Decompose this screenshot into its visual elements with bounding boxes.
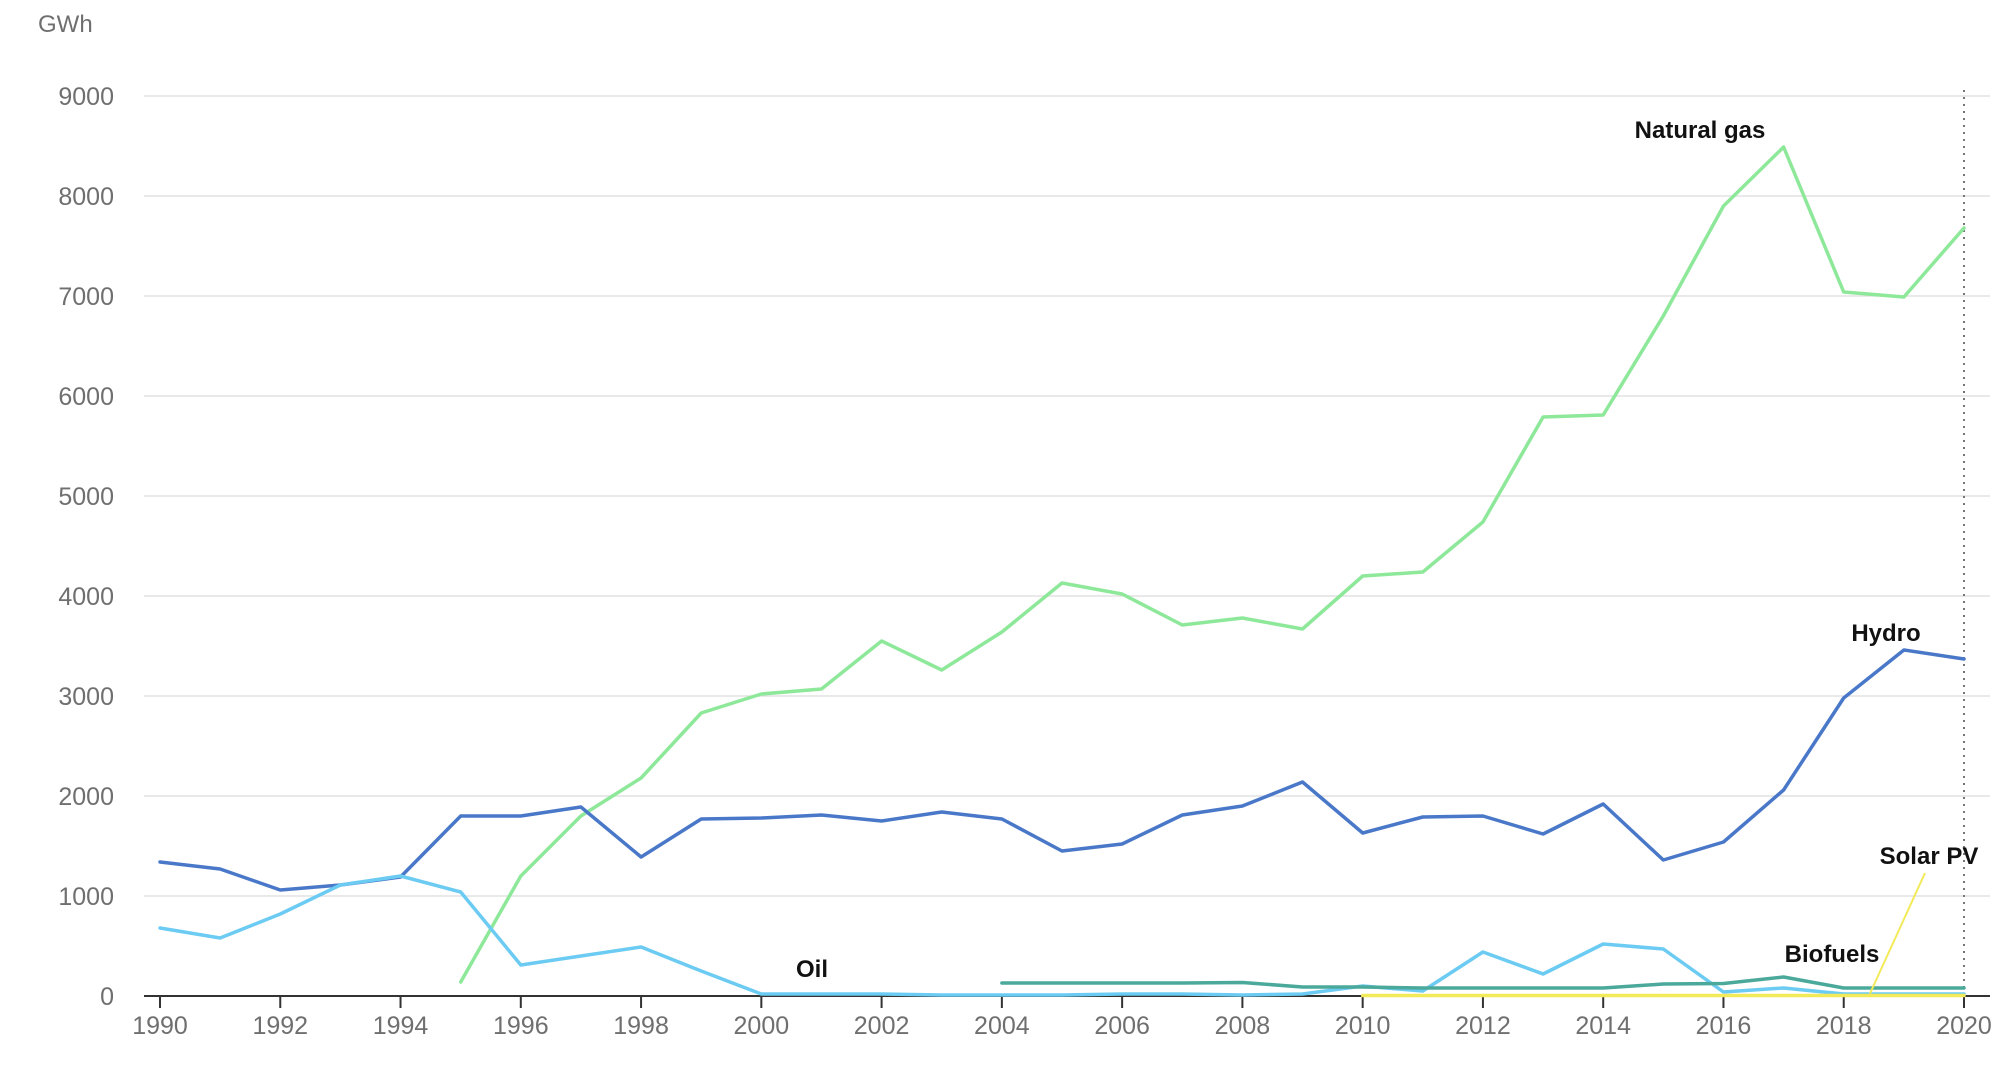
series-line-biofuels [1000,975,1966,990]
y-tick-label-8000: 8000 [58,183,114,211]
y-tick-label-7000: 7000 [58,283,114,311]
solar-pv-leader-line [1869,872,1926,994]
series-labels: Natural gas Hydro Oil Biofuels Solar PV [796,117,1978,994]
x-tick-label-2020: 2020 [1936,1012,1992,1040]
x-tick-label-2002: 2002 [854,1012,910,1040]
y-unit-label: GWh [38,11,93,38]
y-tick-label-9000: 9000 [58,83,114,111]
series-label-biofuels: Biofuels [1785,941,1880,968]
y-tick-label-5000: 5000 [58,483,114,511]
y-tick-label-6000: 6000 [58,383,114,411]
series-line-hydro [158,648,1966,892]
x-tick-label-2014: 2014 [1575,1012,1631,1040]
y-tick-label-2000: 2000 [58,783,114,811]
y-tick-label-4000: 4000 [58,583,114,611]
x-tick-label-2018: 2018 [1816,1012,1872,1040]
x-tick-label-2006: 2006 [1094,1012,1150,1040]
series-label-solar-pv: Solar PV [1880,843,1979,870]
x-tick-label-2000: 2000 [734,1012,790,1040]
x-tick-label-2004: 2004 [974,1012,1030,1040]
y-tick-label-3000: 3000 [58,683,114,711]
series-label-hydro: Hydro [1851,620,1920,647]
series-line-natural-gas [458,145,1966,984]
x-tick-label-2008: 2008 [1215,1012,1271,1040]
series-label-natural-gas: Natural gas [1635,117,1766,144]
gridlines [144,95,1990,897]
y-tick-label-1000: 1000 [58,883,114,911]
x-tick-label-2012: 2012 [1455,1012,1511,1040]
x-tick-label-1990: 1990 [132,1012,188,1040]
x-tick-label-1994: 1994 [373,1012,429,1040]
x-tick-label-1996: 1996 [493,1012,549,1040]
series-lines [158,145,1966,998]
series-label-oil: Oil [796,956,828,983]
x-tick-label-1998: 1998 [613,1012,669,1040]
x-tick-label-2010: 2010 [1335,1012,1391,1040]
x-tick-label-1992: 1992 [252,1012,308,1040]
x-tick-label-2016: 2016 [1696,1012,1752,1040]
series-line-oil [158,874,1966,997]
axes: GWh 0 1000 2000 3000 4000 5000 6000 7000 8000 900… [38,11,1992,1040]
y-tick-label-0: 0 [100,983,114,1011]
